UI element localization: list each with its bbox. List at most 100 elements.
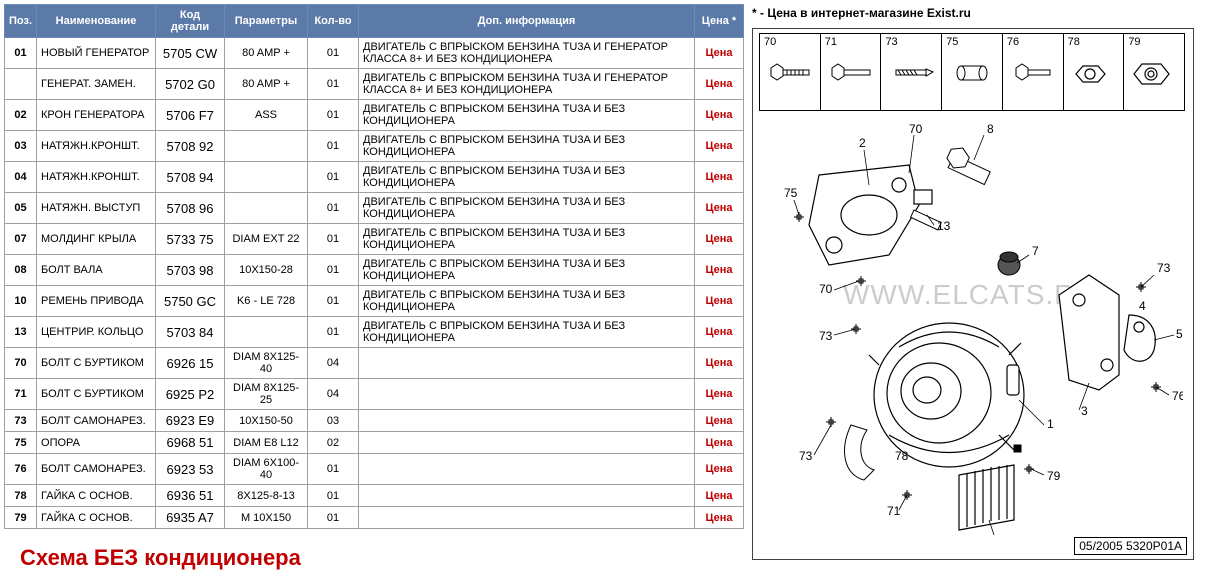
svg-text:73: 73 [799, 449, 813, 463]
cell-qty: 02 [308, 432, 359, 454]
cell-pos: 01 [5, 38, 37, 69]
cell-qty: 03 [308, 410, 359, 432]
cell-pos: 76 [5, 454, 37, 485]
cell-code: 6935 A7 [156, 507, 225, 529]
cell-qty: 01 [308, 317, 359, 348]
schema-caption: Схема БЕЗ кондиционера [4, 529, 744, 571]
price-link[interactable]: Цена [705, 78, 732, 90]
col-code: Код детали [156, 5, 225, 38]
cell-price: Цена [695, 193, 744, 224]
cell-params: 10X150-28 [225, 255, 308, 286]
cell-code: 5708 96 [156, 193, 225, 224]
cell-code: 6925 P2 [156, 379, 225, 410]
table-header-row: Поз. Наименование Код детали Параметры К… [5, 5, 744, 38]
table-row: 71БОЛТ С БУРТИКОМ6925 P2DIAM 8X125-2504Ц… [5, 379, 744, 410]
cell-code: 6968 51 [156, 432, 225, 454]
table-row: 03НАТЯЖН.КРОНШТ.5708 9201ДВИГАТЕЛЬ С ВПР… [5, 131, 744, 162]
cell-price: Цена [695, 379, 744, 410]
legend-cell: 79 [1124, 34, 1184, 110]
price-link[interactable]: Цена [705, 140, 732, 152]
svg-text:79: 79 [1047, 469, 1061, 483]
legend-label: 75 [946, 36, 958, 48]
price-link[interactable]: Цена [705, 463, 732, 475]
price-link[interactable]: Цена [705, 437, 732, 449]
cell-info [359, 410, 695, 432]
cell-params: M 10X150 [225, 507, 308, 529]
cell-price: Цена [695, 255, 744, 286]
cell-qty: 04 [308, 379, 359, 410]
cell-info [359, 454, 695, 485]
price-link[interactable]: Цена [705, 357, 732, 369]
cell-qty: 01 [308, 485, 359, 507]
cell-qty: 01 [308, 286, 359, 317]
cell-params: DIAM EXT 22 [225, 224, 308, 255]
cell-pos: 08 [5, 255, 37, 286]
cell-price: Цена [695, 224, 744, 255]
price-note: * - Цена в интернет-магазине Exist.ru [752, 4, 1205, 26]
price-link[interactable]: Цена [705, 295, 732, 307]
svg-text:75: 75 [784, 186, 798, 200]
price-link[interactable]: Цена [705, 415, 732, 427]
price-link[interactable]: Цена [705, 388, 732, 400]
cell-pos: 04 [5, 162, 37, 193]
legend-cell: 70 [760, 34, 821, 110]
price-link[interactable]: Цена [705, 47, 732, 59]
cell-pos: 05 [5, 193, 37, 224]
price-link[interactable]: Цена [705, 326, 732, 338]
cell-qty: 01 [308, 224, 359, 255]
cell-info [359, 507, 695, 529]
cell-name: МОЛДИНГ КРЫЛА [37, 224, 156, 255]
cell-qty: 01 [308, 38, 359, 69]
price-link[interactable]: Цена [705, 202, 732, 214]
cell-code: 6923 53 [156, 454, 225, 485]
cell-pos: 07 [5, 224, 37, 255]
cell-pos: 70 [5, 348, 37, 379]
price-link[interactable]: Цена [705, 171, 732, 183]
table-row: 76БОЛТ САМОНАРЕЗ.6923 53DIAM 6X100-4001Ц… [5, 454, 744, 485]
cell-code: 5706 F7 [156, 100, 225, 131]
col-info: Доп. информация [359, 5, 695, 38]
cell-params: DIAM 8X125-25 [225, 379, 308, 410]
cell-name: БОЛТ САМОНАРЕЗ. [37, 410, 156, 432]
cell-pos: 71 [5, 379, 37, 410]
exploded-diagram: 2 70 8 75 13 70 73 73 5 76 3 4 1 79 10 7… [759, 115, 1183, 535]
cell-code: 5703 84 [156, 317, 225, 348]
cell-qty: 01 [308, 131, 359, 162]
cell-params: DIAM 6X100-40 [225, 454, 308, 485]
cell-info: ДВИГАТЕЛЬ С ВПРЫСКОМ БЕНЗИНА TU3A И БЕЗ … [359, 224, 695, 255]
cell-qty: 01 [308, 100, 359, 131]
cell-name: БОЛТ ВАЛА [37, 255, 156, 286]
cell-params: 8X125-8-13 [225, 485, 308, 507]
legend-box: 70717375767879 [759, 33, 1185, 111]
cell-params [225, 317, 308, 348]
cell-pos: 75 [5, 432, 37, 454]
cell-qty: 01 [308, 193, 359, 224]
cell-name: КРОН ГЕНЕРАТОРА [37, 100, 156, 131]
cell-pos: 73 [5, 410, 37, 432]
price-link[interactable]: Цена [705, 264, 732, 276]
price-link[interactable]: Цена [705, 233, 732, 245]
table-row: ГЕНЕРАТ. ЗАМЕН.5702 G080 AMP +01ДВИГАТЕЛ… [5, 69, 744, 100]
legend-label: 78 [1068, 36, 1080, 48]
cell-params: DIAM 8X125-40 [225, 348, 308, 379]
cell-name: ОПОРА [37, 432, 156, 454]
cell-info [359, 348, 695, 379]
cell-name: ГЕНЕРАТ. ЗАМЕН. [37, 69, 156, 100]
cell-params [225, 162, 308, 193]
cell-code: 5708 92 [156, 131, 225, 162]
cell-qty: 01 [308, 255, 359, 286]
price-link[interactable]: Цена [705, 490, 732, 502]
cell-name: НОВЫЙ ГЕНЕРАТОР [37, 38, 156, 69]
legend-cell: 75 [942, 34, 1003, 110]
cell-pos: 78 [5, 485, 37, 507]
svg-text:5: 5 [1176, 327, 1183, 341]
price-link[interactable]: Цена [705, 512, 732, 524]
cell-code: 5705 CW [156, 38, 225, 69]
price-link[interactable]: Цена [705, 109, 732, 121]
table-row: 07МОЛДИНГ КРЫЛА5733 75DIAM EXT 2201ДВИГА… [5, 224, 744, 255]
svg-text:73: 73 [819, 329, 833, 343]
cell-info: ДВИГАТЕЛЬ С ВПРЫСКОМ БЕНЗИНА TU3A И БЕЗ … [359, 162, 695, 193]
table-row: 73БОЛТ САМОНАРЕЗ.6923 E910X150-5003Цена [5, 410, 744, 432]
legend-label: 73 [885, 36, 897, 48]
table-row: 78ГАЙКА С ОСНОВ.6936 518X125-8-1301Цена [5, 485, 744, 507]
